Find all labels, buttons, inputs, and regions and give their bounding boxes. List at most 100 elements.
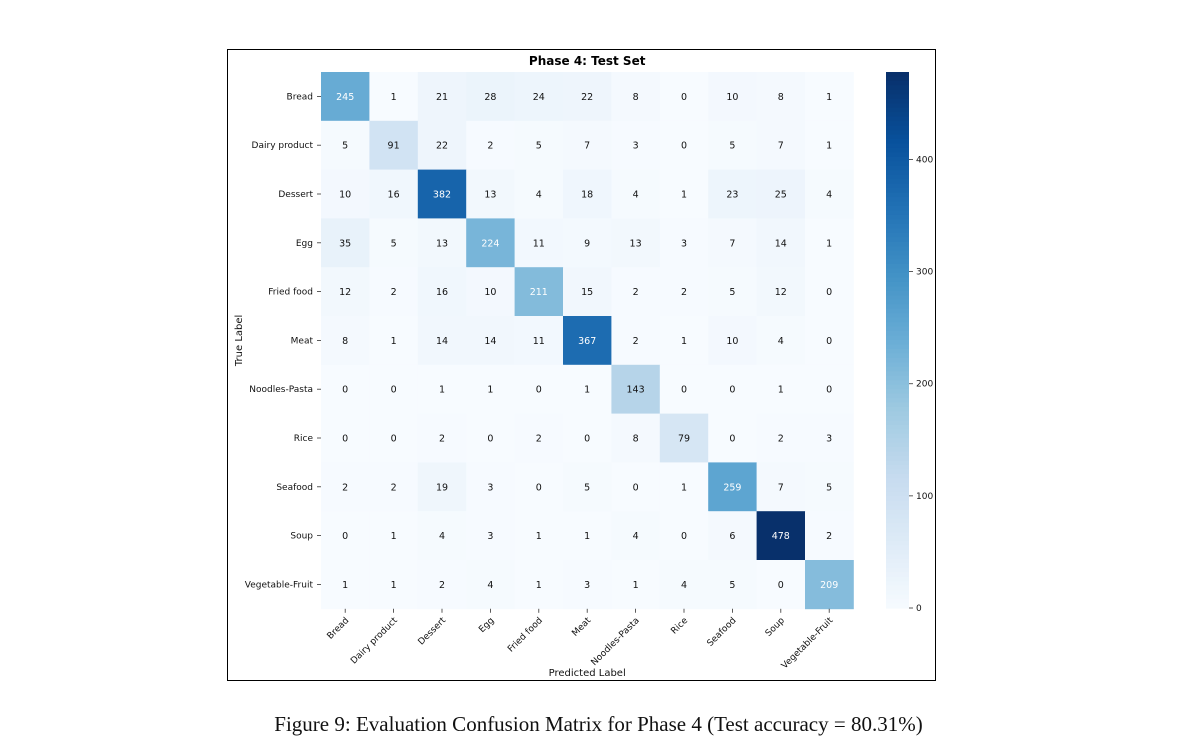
colorbar-tick-label: 400	[916, 155, 933, 165]
colorbar-strip	[886, 192, 909, 198]
colorbar-strip	[886, 590, 909, 596]
colorbar-strip	[886, 344, 909, 350]
cell-value-label: 1	[826, 238, 832, 249]
heatmap-cell	[321, 413, 370, 463]
cell-value-label: 259	[723, 482, 741, 493]
heatmap-cell	[563, 169, 612, 219]
cell-value-label: 10	[726, 92, 738, 103]
colorbar-strip	[886, 554, 909, 560]
cell-value-label: 1	[778, 385, 784, 396]
colorbar-strip	[886, 527, 909, 533]
cell-value-label: 1	[391, 580, 397, 591]
heatmap-cell	[611, 267, 661, 317]
colorbar-strip	[886, 420, 909, 426]
cell-value-label: 1	[342, 580, 348, 591]
colorbar-strip	[886, 541, 909, 547]
cell-value-label: 3	[681, 238, 687, 249]
x-tick-label: Egg	[477, 616, 496, 635]
cell-value-label: 2	[487, 141, 493, 152]
cell-value-label: 14	[775, 238, 787, 249]
cell-value-label: 1	[391, 336, 397, 347]
heatmap-cell	[417, 120, 467, 170]
x-tick-label: Noodles-Pasta	[590, 616, 642, 668]
cell-value-label: 91	[388, 141, 400, 152]
colorbar-strip	[886, 72, 909, 78]
colorbar-strip	[886, 121, 909, 127]
cell-value-label: 24	[533, 92, 545, 103]
cell-value-label: 4	[439, 531, 445, 542]
cell-value-label: 4	[778, 336, 784, 347]
colorbar-strip	[886, 335, 909, 341]
colorbar-strip	[886, 264, 909, 270]
heatmap-cell	[805, 169, 854, 219]
cell-value-label: 0	[826, 336, 832, 347]
colorbar-strip	[886, 223, 909, 229]
cell-value-label: 2	[391, 287, 397, 298]
cell-value-label: 10	[484, 287, 496, 298]
colorbar-strip	[886, 465, 909, 471]
cell-value-label: 5	[342, 141, 348, 152]
cell-value-label: 8	[633, 434, 639, 445]
cell-value-label: 22	[581, 92, 593, 103]
heatmap-cell	[417, 267, 467, 317]
colorbar-strip	[886, 398, 909, 404]
heatmap-cell	[756, 511, 806, 561]
cell-value-label: 12	[775, 287, 787, 298]
heatmap-cell	[659, 511, 709, 561]
heatmap-cell	[417, 560, 467, 610]
cell-value-label: 2	[778, 434, 784, 445]
heatmap-cells: 245 1 21 28 24 22 8 0 10 8 15 91 22 2 5 7 3 0 5 7 110 16 382 13…	[321, 72, 854, 610]
colorbar-strip	[886, 89, 909, 95]
heatmap-cell	[756, 364, 806, 414]
cell-value-label: 5	[826, 482, 832, 493]
colorbar: 0 100 200 300 400	[886, 72, 933, 614]
heatmap-cell	[659, 462, 709, 512]
cell-value-label: 1	[826, 141, 832, 152]
heatmap-cell	[466, 364, 515, 414]
heatmap-cell	[514, 511, 564, 561]
colorbar-strip	[886, 299, 909, 305]
colorbar-strip	[886, 165, 909, 171]
y-tick-label: Rice	[294, 434, 314, 444]
colorbar-strip	[886, 456, 909, 462]
cell-value-label: 0	[342, 434, 348, 445]
colorbar-strip	[886, 98, 909, 104]
cell-value-label: 224	[481, 238, 499, 249]
cell-value-label: 5	[729, 580, 735, 591]
colorbar-strip	[886, 411, 909, 417]
heatmap-cell	[708, 218, 757, 268]
cell-value-label: 1	[681, 190, 687, 201]
cell-value-label: 2	[439, 434, 445, 445]
colorbar-strip	[886, 429, 909, 435]
heatmap-cell	[756, 462, 806, 512]
colorbar-strip	[886, 183, 909, 189]
cell-value-label: 367	[578, 336, 596, 347]
cell-value-label: 6	[729, 531, 735, 542]
cell-value-label: 0	[536, 482, 542, 493]
heatmap-cell	[708, 364, 757, 414]
heatmap-cell	[611, 316, 661, 366]
cell-value-label: 13	[436, 238, 448, 249]
cell-value-label: 16	[436, 287, 448, 298]
heatmap-cell	[417, 462, 467, 512]
colorbar-strip	[886, 478, 909, 484]
cell-value-label: 15	[581, 287, 593, 298]
heatmap-cell	[563, 120, 612, 170]
heatmap-cell	[756, 120, 806, 170]
colorbar-strip	[886, 331, 909, 337]
heatmap-cell	[659, 364, 709, 414]
cell-value-label: 3	[826, 434, 832, 445]
colorbar-strip	[886, 576, 909, 582]
heatmap-cell	[611, 218, 661, 268]
colorbar-strip	[886, 156, 909, 162]
heatmap-cell	[659, 169, 709, 219]
cell-value-label: 16	[388, 190, 400, 201]
heatmap-cell	[321, 267, 370, 317]
colorbar-strip	[886, 232, 909, 238]
figure-caption: Figure 9: Evaluation Confusion Matrix fo…	[274, 712, 923, 736]
colorbar-strip	[886, 380, 909, 386]
heatmap-cell	[708, 267, 757, 317]
cell-value-label: 0	[536, 385, 542, 396]
cell-value-label: 1	[391, 531, 397, 542]
colorbar-strip	[886, 572, 909, 578]
